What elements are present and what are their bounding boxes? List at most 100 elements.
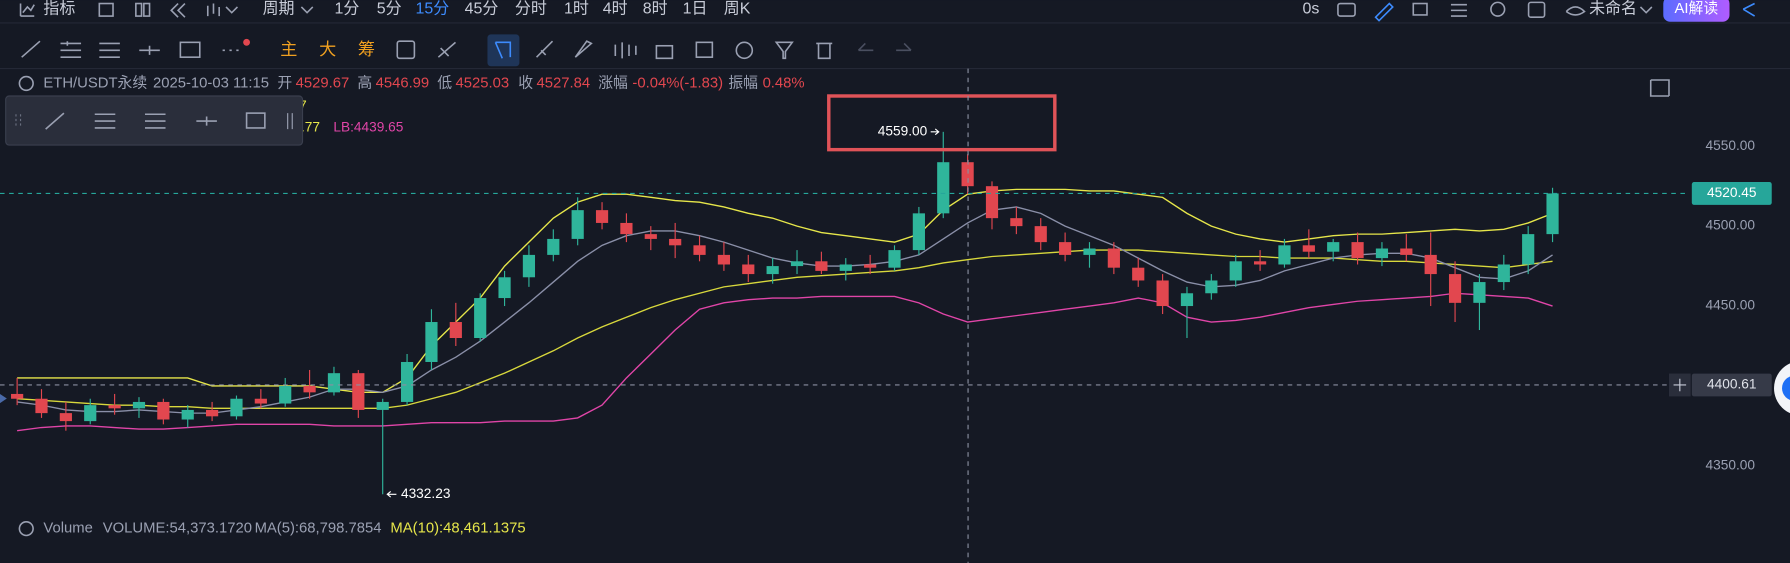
- candle-body: [425, 322, 438, 362]
- brush-tool[interactable]: [574, 40, 593, 58]
- candle-body: [571, 210, 584, 239]
- interval-button[interactable]: 1时: [564, 0, 589, 17]
- big-order-button[interactable]: 大: [319, 40, 336, 59]
- selected-tool[interactable]: [494, 41, 512, 59]
- indicators-button[interactable]: 指标: [43, 0, 75, 17]
- interval-button[interactable]: 15分: [416, 0, 450, 17]
- candle-body: [742, 264, 755, 275]
- magnet-tool[interactable]: [735, 41, 754, 60]
- candle-body: [1229, 261, 1242, 281]
- side-widget-icon[interactable]: [1782, 376, 1790, 401]
- candle-body: [985, 186, 999, 219]
- candle-body: [327, 373, 341, 393]
- candle-body: [1400, 248, 1413, 255]
- collapse-icon[interactable]: [18, 521, 34, 537]
- list-icon[interactable]: [1450, 3, 1467, 17]
- panel-tool[interactable]: [196, 116, 217, 126]
- draw-icon[interactable]: [1374, 2, 1394, 22]
- chevron: [300, 6, 314, 14]
- share-icon[interactable]: [1742, 2, 1756, 17]
- interval-button[interactable]: 8时: [643, 0, 668, 17]
- selected-tool-bg[interactable]: [487, 34, 520, 67]
- candle-body: [1010, 218, 1023, 227]
- candle-body: [693, 245, 706, 255]
- candle-body: [1497, 264, 1510, 283]
- ai-button[interactable]: AI解读: [1675, 0, 1719, 17]
- lock-tool[interactable]: [655, 44, 674, 60]
- ai-button-bg[interactable]: [1663, 0, 1730, 22]
- interval-button[interactable]: 分时: [515, 0, 547, 17]
- layout-icon[interactable]: [143, 2, 151, 17]
- candle-body: [498, 277, 511, 299]
- panel-tool[interactable]: [94, 113, 116, 129]
- candle-body: [644, 234, 657, 239]
- interval-button[interactable]: 5分: [377, 0, 402, 17]
- settings-icon[interactable]: [1490, 1, 1506, 17]
- value: -0.04%(-1.83): [632, 75, 723, 91]
- undo[interactable]: [857, 42, 874, 52]
- chips-button[interactable]: 筹: [358, 40, 375, 59]
- ma10: MA(10):48,461.1375: [390, 521, 525, 537]
- redo[interactable]: [896, 42, 912, 52]
- grip[interactable]: [15, 114, 22, 126]
- expand-icon[interactable]: [1649, 79, 1670, 97]
- line-tool[interactable]: [21, 40, 41, 58]
- replay-icon[interactable]: [170, 2, 186, 18]
- candle-body: [937, 162, 950, 214]
- interval-button[interactable]: 周K: [724, 0, 751, 17]
- interval-button[interactable]: 1日: [683, 0, 708, 17]
- candle-body: [717, 254, 731, 265]
- fullscreen-icon[interactable]: [1527, 1, 1546, 19]
- arrow: [930, 128, 940, 136]
- candle-body: [59, 413, 72, 422]
- candle-body: [669, 238, 682, 246]
- candle-body: [132, 401, 146, 409]
- hline-tool[interactable]: [139, 45, 160, 55]
- note-tool[interactable]: [695, 41, 714, 58]
- channel-tool[interactable]: [60, 41, 82, 58]
- collapse-icon[interactable]: [18, 75, 34, 92]
- rect-tool[interactable]: [179, 41, 201, 58]
- value: 4529.67: [296, 75, 350, 91]
- fib-tool[interactable]: [99, 42, 120, 58]
- volume-value: VOLUME:54,373.1720: [103, 521, 252, 537]
- time: 2025-10-03 11:15: [153, 75, 269, 91]
- crosshair-plus[interactable]: [1673, 378, 1687, 392]
- candle-body: [522, 254, 536, 278]
- candle-body: [1522, 234, 1535, 265]
- interval-button[interactable]: 45分: [465, 0, 499, 17]
- volume-title: Volume: [43, 521, 92, 537]
- interval-button[interactable]: 4时: [603, 0, 628, 17]
- period-button[interactable]: 周期: [263, 0, 295, 17]
- candle-body: [1132, 267, 1145, 281]
- candle-body: [1448, 274, 1462, 303]
- value: 0.48%: [763, 75, 805, 91]
- badge: [243, 38, 251, 46]
- candle-body: [1278, 245, 1291, 265]
- tool-icon[interactable]: [396, 40, 416, 60]
- tool-icon[interactable]: [437, 41, 457, 58]
- template-icon[interactable]: [98, 2, 114, 17]
- main-force-button[interactable]: 主: [280, 40, 297, 59]
- indicator-line: [17, 292, 1553, 432]
- y-tick-label: 4550.00: [1706, 138, 1756, 153]
- cloud-icon: [1565, 6, 1586, 16]
- interval-button[interactable]: 1分: [334, 0, 359, 17]
- candle-body: [108, 405, 121, 409]
- layout-name[interactable]: 未命名: [1589, 0, 1637, 17]
- panel-tool[interactable]: [45, 112, 65, 130]
- camera-icon[interactable]: [1337, 2, 1356, 17]
- high-annotation: 4559.00: [878, 123, 928, 138]
- grip[interactable]: [287, 113, 293, 130]
- chart-type-icon[interactable]: [206, 3, 239, 17]
- candle-body: [35, 398, 48, 414]
- layout-icon[interactable]: [135, 2, 143, 17]
- label: 低: [437, 74, 452, 91]
- note-icon[interactable]: [1412, 2, 1428, 16]
- panel-tool[interactable]: [245, 112, 266, 129]
- ruler-tool[interactable]: [535, 40, 554, 58]
- panel-tool[interactable]: [144, 113, 166, 129]
- filter-tool[interactable]: [774, 41, 794, 60]
- delete-tool[interactable]: [816, 42, 833, 60]
- candles-tool[interactable]: [614, 42, 637, 59]
